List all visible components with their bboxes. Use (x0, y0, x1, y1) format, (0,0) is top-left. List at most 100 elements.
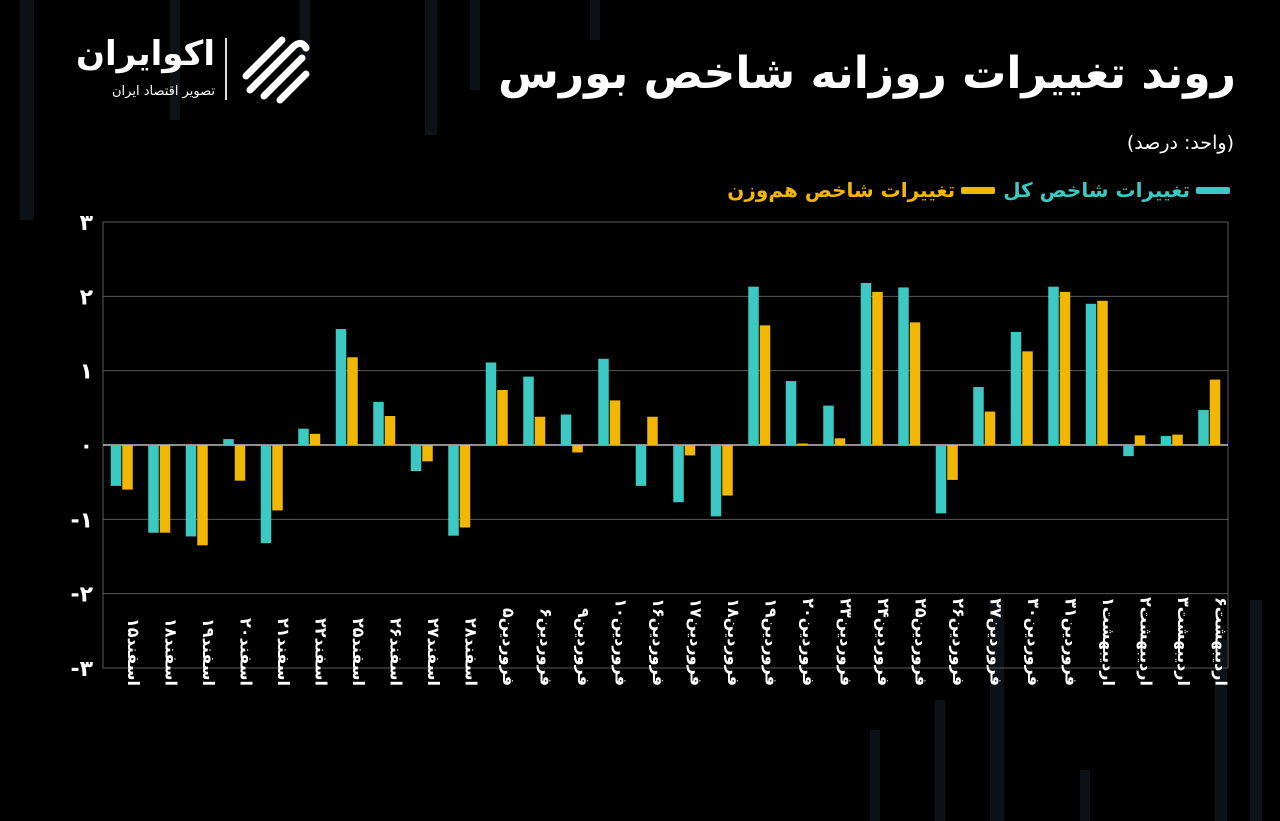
x-tick-label: فروردین۳۱ (1061, 598, 1080, 686)
bar-equal (947, 445, 958, 480)
logo-tagline: تصویر اقتصاد ایران (112, 84, 215, 99)
bar-total (1010, 332, 1022, 445)
x-tick-label: اردیبهشت۱ (1099, 597, 1118, 686)
bar-total (410, 445, 422, 472)
bar-total (448, 445, 459, 536)
x-tick-label: فروردین۲۰ (799, 598, 818, 686)
y-tick-label: ۳ (80, 211, 94, 236)
bar-equal (122, 445, 133, 490)
x-tick-label: اسفند۲۰ (236, 618, 255, 686)
x-tick-label: فروردین۶ (536, 608, 555, 686)
bar-equal (1097, 300, 1108, 445)
bar-equal (872, 291, 883, 445)
x-tick-label: فروردین۲۶ (949, 598, 968, 686)
background-bar (20, 0, 34, 220)
bar-total (223, 439, 234, 445)
x-tick-label: اردیبهشت۲ (1136, 597, 1155, 686)
bar-equal (609, 400, 621, 445)
bar-equal (384, 416, 396, 445)
bar-total (485, 362, 497, 445)
bar-equal (647, 416, 658, 445)
bar-total (1085, 303, 1097, 445)
bar-equal (309, 433, 321, 445)
bar-total (185, 445, 197, 537)
bar-total (260, 445, 272, 544)
background-bar (1250, 600, 1262, 821)
x-tick-label: اسفند۲۱ (274, 618, 293, 686)
x-tick-label: اسفند۱۵ (124, 618, 143, 686)
x-tick-label: فروردین۲۴ (874, 598, 893, 686)
logo-mark-icon (242, 36, 310, 104)
x-tick-label: فروردین۲۵ (911, 598, 930, 686)
bar-equal (1134, 435, 1146, 445)
bar-total (1160, 436, 1172, 445)
legend-swatch-total (1196, 186, 1230, 194)
y-tick-label: -۳ (70, 657, 93, 682)
x-tick-label: فروردین۱۸ (724, 598, 743, 686)
bar-equal (1022, 351, 1033, 445)
bar-equal (797, 443, 808, 445)
x-tick-label: فروردین۹ (574, 608, 593, 686)
bar-equal (272, 445, 283, 511)
x-tick-label: فروردین۲۷ (986, 598, 1005, 686)
bar-equal (834, 438, 846, 445)
y-tick-label: -۱ (70, 508, 93, 533)
legend-label-equal: تغییرات شاخص هم‌وزن (727, 178, 956, 202)
bar-equal (1209, 379, 1221, 445)
background-bar (1215, 640, 1227, 821)
bar-total (1198, 410, 1209, 445)
y-tick-label: ۱ (80, 360, 93, 385)
bar-total (635, 445, 647, 486)
legend: تغییرات شاخص کل تغییرات شاخص هم‌وزن (727, 178, 1230, 202)
x-tick-label: اسفند۲۲ (311, 618, 330, 686)
x-tick-label: اسفند۲۶ (386, 618, 405, 686)
legend-swatch-equal (961, 186, 996, 194)
x-tick-label: فروردین۳۰ (1024, 598, 1043, 686)
bar-total (298, 428, 309, 445)
background-bar (470, 0, 480, 90)
bar-total (673, 445, 684, 503)
x-tick-label: اردیبهشت۶ (1211, 597, 1230, 686)
bar-equal (347, 357, 358, 445)
bar-equal (234, 445, 246, 481)
x-tick-label: اسفند۲۷ (424, 618, 443, 686)
bar-equal (1172, 434, 1183, 445)
background-bar (170, 0, 180, 120)
bar-total (560, 414, 572, 445)
x-tick-label: فروردین۵ (499, 608, 518, 686)
background-bar (990, 600, 1004, 821)
logo-separator (225, 38, 227, 100)
bar-equal (1059, 291, 1071, 445)
bar-total (523, 376, 534, 445)
bar-total (748, 286, 759, 445)
bar-equal (197, 445, 208, 546)
bar-equal (984, 411, 996, 445)
x-tick-label: اردیبهشت۳ (1174, 597, 1193, 686)
brand-logo: اکوایران تصویر اقتصاد ایران (50, 30, 310, 110)
chart-title: روند تغییرات روزانه شاخص بورس (498, 48, 1236, 99)
unit-label: (واحد: درصد) (1126, 132, 1234, 154)
bar-equal (422, 445, 433, 462)
bar-total (710, 445, 722, 517)
background-bar (1080, 770, 1090, 821)
x-tick-label: فروردین۱۹ (761, 598, 780, 686)
x-tick-label: فروردین۱۶ (649, 598, 668, 686)
legend-item-total: تغییرات شاخص کل (1003, 178, 1230, 202)
bar-equal (909, 322, 921, 445)
legend-label-total: تغییرات شاخص کل (1003, 178, 1190, 202)
bar-total (1123, 445, 1134, 457)
y-tick-label: ۰ (80, 434, 93, 459)
bar-equal (572, 445, 583, 453)
bar-equal (534, 416, 546, 445)
background-bar (870, 730, 880, 821)
bar-total (973, 387, 984, 445)
bar-total (598, 358, 609, 445)
logo-name: اکوایران (76, 34, 215, 74)
bar-equal (497, 389, 508, 445)
bar-equal (759, 325, 771, 445)
bar-total (898, 287, 909, 445)
x-tick-label: اسفند۲۸ (461, 618, 480, 686)
bar-equal (684, 445, 696, 456)
